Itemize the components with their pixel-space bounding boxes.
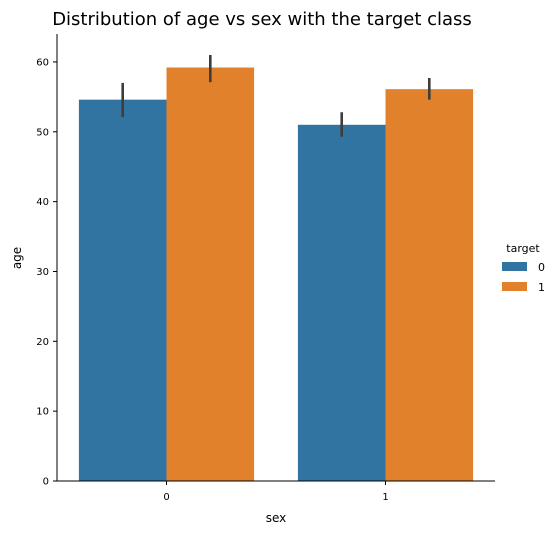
y-tick-label-50: 50 [36, 127, 49, 138]
legend-swatch-1 [502, 282, 527, 291]
x-tick-label-1: 1 [382, 492, 388, 503]
y-tick-label-0: 0 [43, 477, 49, 488]
legend-title: target [506, 242, 540, 255]
y-tick-label-10: 10 [36, 407, 49, 418]
legend-swatch-0 [502, 262, 527, 271]
bar-1-0 [166, 67, 255, 482]
bar-1-1 [385, 89, 474, 481]
y-axis-title: age [10, 247, 24, 269]
y-tick-label-20: 20 [36, 337, 49, 348]
plot-area: 0 10 20 30 40 50 60 0 1 [36, 34, 495, 503]
y-tick-label-40: 40 [36, 197, 49, 208]
y-tick-label-30: 30 [36, 267, 49, 278]
x-tick-label-0: 0 [163, 492, 169, 503]
y-tick-label-60: 60 [36, 57, 49, 68]
chart-title: Distribution of age vs sex with the targ… [52, 9, 472, 30]
x-axis-title: sex [266, 511, 287, 525]
legend-label-1: 1 [538, 281, 545, 294]
bar-0-0 [78, 99, 167, 481]
bar-0-1 [297, 124, 386, 481]
legend: target 0 1 [502, 242, 545, 294]
legend-label-0: 0 [538, 261, 545, 274]
